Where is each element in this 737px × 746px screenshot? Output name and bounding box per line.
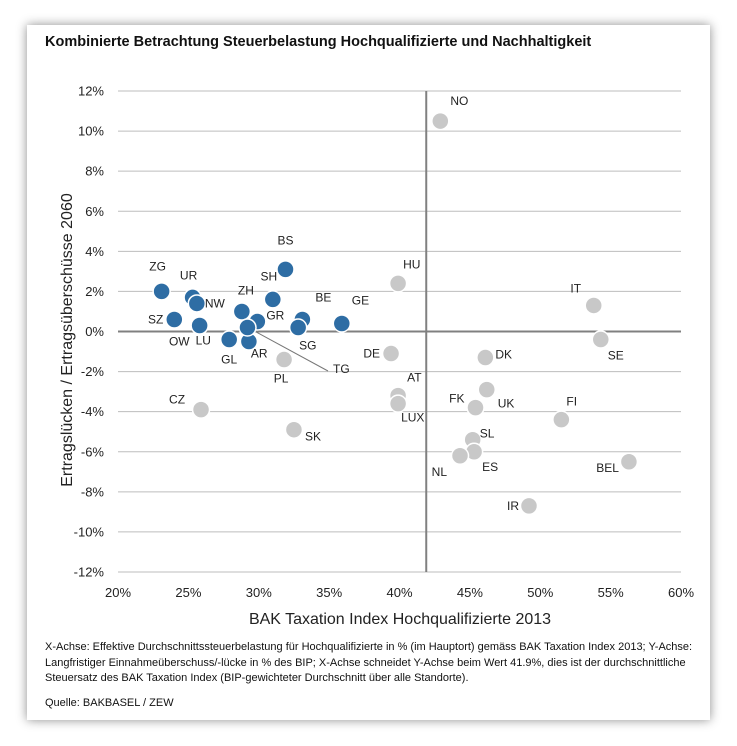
point-fk (466, 398, 485, 417)
y-tick-label: -12% (74, 565, 105, 580)
point-label: PL (274, 372, 289, 386)
y-axis-label: Ertragslücken / Ertragsüberschüsse 2060 (59, 193, 76, 487)
y-tick-label: -10% (74, 524, 105, 539)
point-label: TG (333, 362, 350, 376)
point-label: CZ (169, 393, 185, 407)
point-ge (332, 314, 352, 333)
point-label: NW (205, 296, 226, 310)
point-label: GE (352, 293, 369, 307)
point-label: SL (480, 427, 495, 441)
point-pl (274, 350, 294, 369)
point-ir (519, 496, 539, 516)
x-tick-label: 20% (105, 585, 131, 600)
point-label: NL (432, 465, 448, 479)
point-label: UK (498, 397, 515, 411)
point-it (584, 296, 603, 315)
x-tick-label: 40% (386, 585, 412, 600)
point-label: ZH (238, 283, 254, 297)
point-dk (476, 348, 495, 367)
point-zg (152, 282, 171, 301)
x-tick-label: 60% (668, 585, 694, 600)
x-tick-label: 35% (316, 585, 342, 600)
y-tick-label: 2% (85, 284, 104, 299)
point-label: SH (260, 269, 277, 283)
x-tick-label: 30% (246, 585, 272, 600)
point-label: IR (507, 499, 519, 513)
point-label: IT (570, 281, 581, 295)
point-cz (191, 400, 211, 419)
point-label: SZ (148, 312, 163, 326)
point-label: BS (277, 233, 293, 247)
point-sh (263, 290, 283, 309)
y-tick-label: 10% (78, 124, 104, 139)
chart-card (27, 25, 710, 720)
y-tick-label: 12% (78, 84, 104, 99)
x-tick-label: 55% (598, 585, 624, 600)
point-label: NO (450, 94, 468, 108)
point-sk (284, 420, 304, 439)
point-no (431, 111, 450, 131)
point-sg (288, 318, 308, 337)
point-label: BEL (596, 461, 619, 475)
y-tick-label: 8% (85, 164, 104, 179)
chart-title: Kombinierte Betrachtung Steuerbelastung … (45, 34, 592, 50)
point-lux (388, 394, 408, 413)
point-bs (276, 260, 295, 279)
leader-line (251, 329, 329, 372)
y-tick-label: -2% (81, 364, 105, 379)
point-label: DK (495, 348, 512, 362)
point-de (381, 344, 401, 363)
chart-source: Quelle: BAKBASEL / ZEW (45, 697, 174, 709)
point-zh (232, 302, 252, 321)
x-tick-label: 25% (175, 585, 201, 600)
y-tick-label: 4% (85, 244, 104, 259)
point-se (591, 330, 611, 349)
point-uk (477, 380, 497, 399)
point-label: GR (266, 308, 284, 322)
point-tg (238, 318, 257, 337)
y-tick-label: 6% (85, 204, 104, 219)
point-label: AT (407, 371, 422, 385)
point-label: ES (482, 460, 498, 474)
y-tick-label: -6% (81, 444, 105, 459)
point-label: BE (315, 290, 331, 304)
y-tick-label: -4% (81, 404, 105, 419)
point-sz (165, 310, 184, 329)
point-nl (450, 446, 470, 466)
point-nw (187, 294, 207, 313)
point-label: GL (221, 353, 237, 367)
point-label: AR (251, 347, 268, 361)
x-tick-label: 45% (457, 585, 483, 600)
point-label: HU (403, 257, 420, 271)
point-label: LUX (401, 411, 424, 425)
x-axis-label: BAK Taxation Index Hochqualifizierte 201… (249, 611, 551, 628)
point-label: ZG (149, 259, 166, 273)
point-label: FK (449, 392, 464, 406)
point-label: SE (608, 349, 624, 363)
point-label: LU (196, 333, 211, 347)
y-tick-label: -8% (81, 484, 105, 499)
x-tick-label: 50% (527, 585, 553, 600)
point-fi (552, 410, 571, 429)
y-tick-label: 0% (85, 324, 104, 339)
point-lu (190, 316, 209, 335)
point-label: DE (363, 347, 380, 361)
point-label: UR (180, 268, 198, 282)
point-label: SK (305, 430, 321, 444)
point-label: OW (169, 334, 190, 348)
point-label: FI (566, 395, 577, 409)
point-bel (619, 452, 639, 472)
chart-footnote: X-Achse: Effektive Durchschnittssteuerbe… (45, 641, 693, 684)
point-hu (388, 274, 408, 293)
point-gl (219, 330, 239, 349)
point-label: SG (299, 338, 316, 352)
